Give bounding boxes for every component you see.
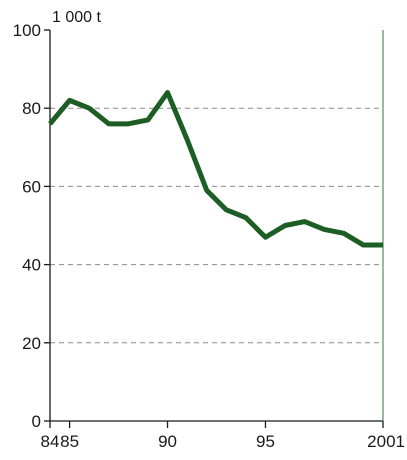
y-tick-label-60: 60 [22,177,41,196]
series-line-0 [48,90,383,248]
x-tick-label-1990: 90 [158,432,177,451]
x-tick-label-1985: 85 [60,432,79,451]
tick-labels: 0 20 40 60 80 100 84 85 90 95 2001 [13,21,405,451]
y-tick-label-20: 20 [22,334,41,353]
unit-label: 1 000 t [52,9,101,26]
y-tick-label-100: 100 [13,21,41,40]
gridlines [50,107,383,344]
axes [44,29,384,428]
series-lines [48,90,383,248]
x-tick-label-2001: 2001 [367,432,405,451]
x-tick-label-1995: 95 [256,432,275,451]
x-tick-label-1984: 84 [41,432,60,451]
y-tick-label-80: 80 [22,99,41,118]
y-tick-label-0: 0 [32,412,41,431]
y-tick-label-40: 40 [22,256,41,275]
